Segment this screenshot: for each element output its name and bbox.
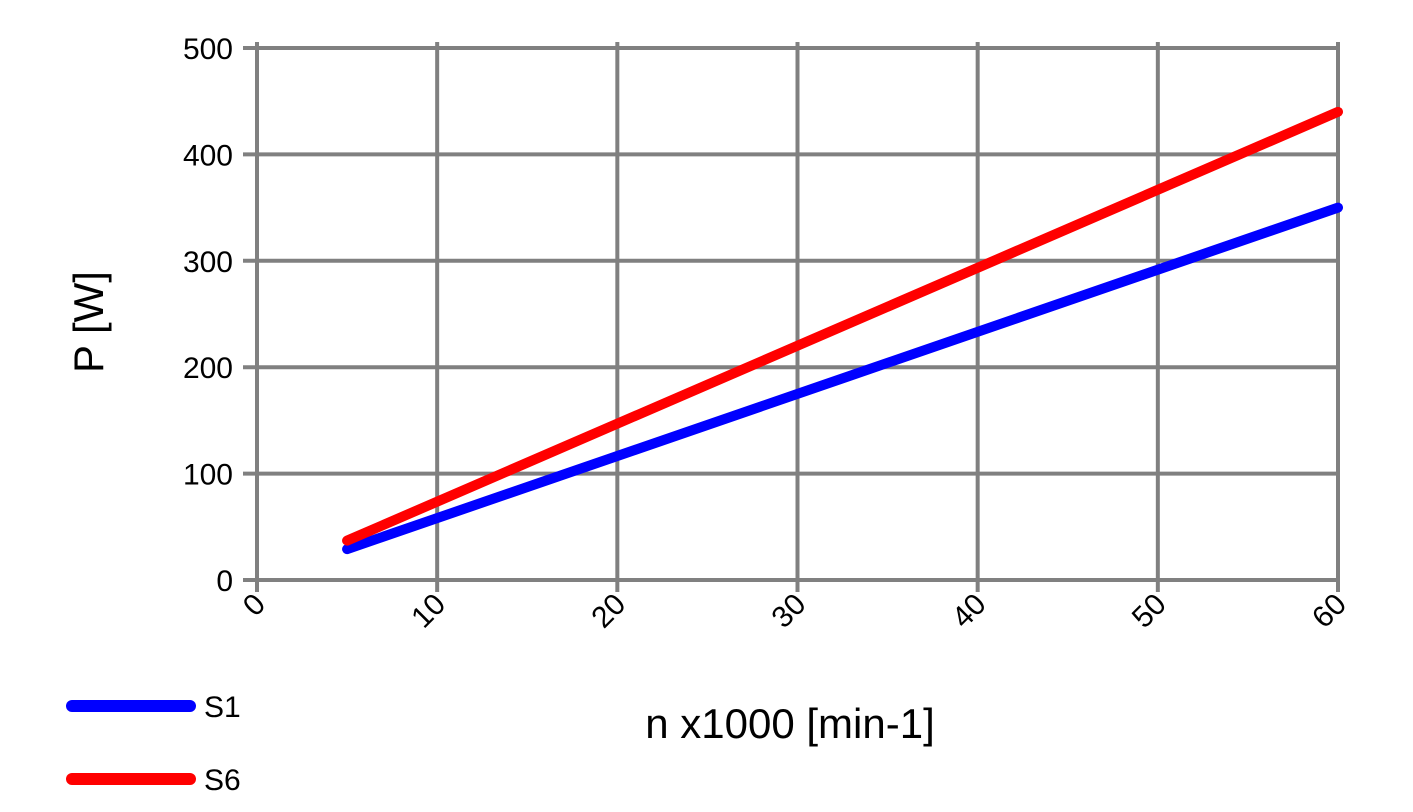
y-tick-label: 0 [216, 565, 233, 598]
legend-label-s6: S6 [204, 764, 241, 797]
x-tick-label: 60 [1306, 588, 1353, 635]
series-lines [342, 106, 1343, 555]
y-tick-labels: 0 100 200 300 400 500 [183, 33, 233, 598]
x-tick-labels: 0 10 20 30 40 50 60 [237, 588, 1353, 635]
x-tick-label: 20 [585, 588, 632, 635]
x-axis-title: n x1000 [min-1] [645, 700, 935, 747]
x-tick-label: 50 [1126, 588, 1173, 635]
series-line-s1 [342, 202, 1343, 555]
legend: S1 S6 [66, 691, 241, 797]
y-axis-title: P [W] [65, 271, 112, 373]
y-tick-label: 400 [183, 139, 233, 172]
grid [243, 42, 1340, 592]
y-tick-label: 100 [183, 459, 233, 492]
y-tick-label: 300 [183, 246, 233, 279]
y-tick-label: 500 [183, 33, 233, 66]
x-tick-label: 10 [405, 588, 452, 635]
y-tick-label: 200 [183, 352, 233, 385]
x-tick-label: 40 [946, 588, 993, 635]
x-tick-label: 0 [237, 588, 272, 623]
series-line-s6 [342, 106, 1343, 546]
legend-label-s1: S1 [204, 691, 241, 724]
x-tick-label: 30 [766, 588, 813, 635]
